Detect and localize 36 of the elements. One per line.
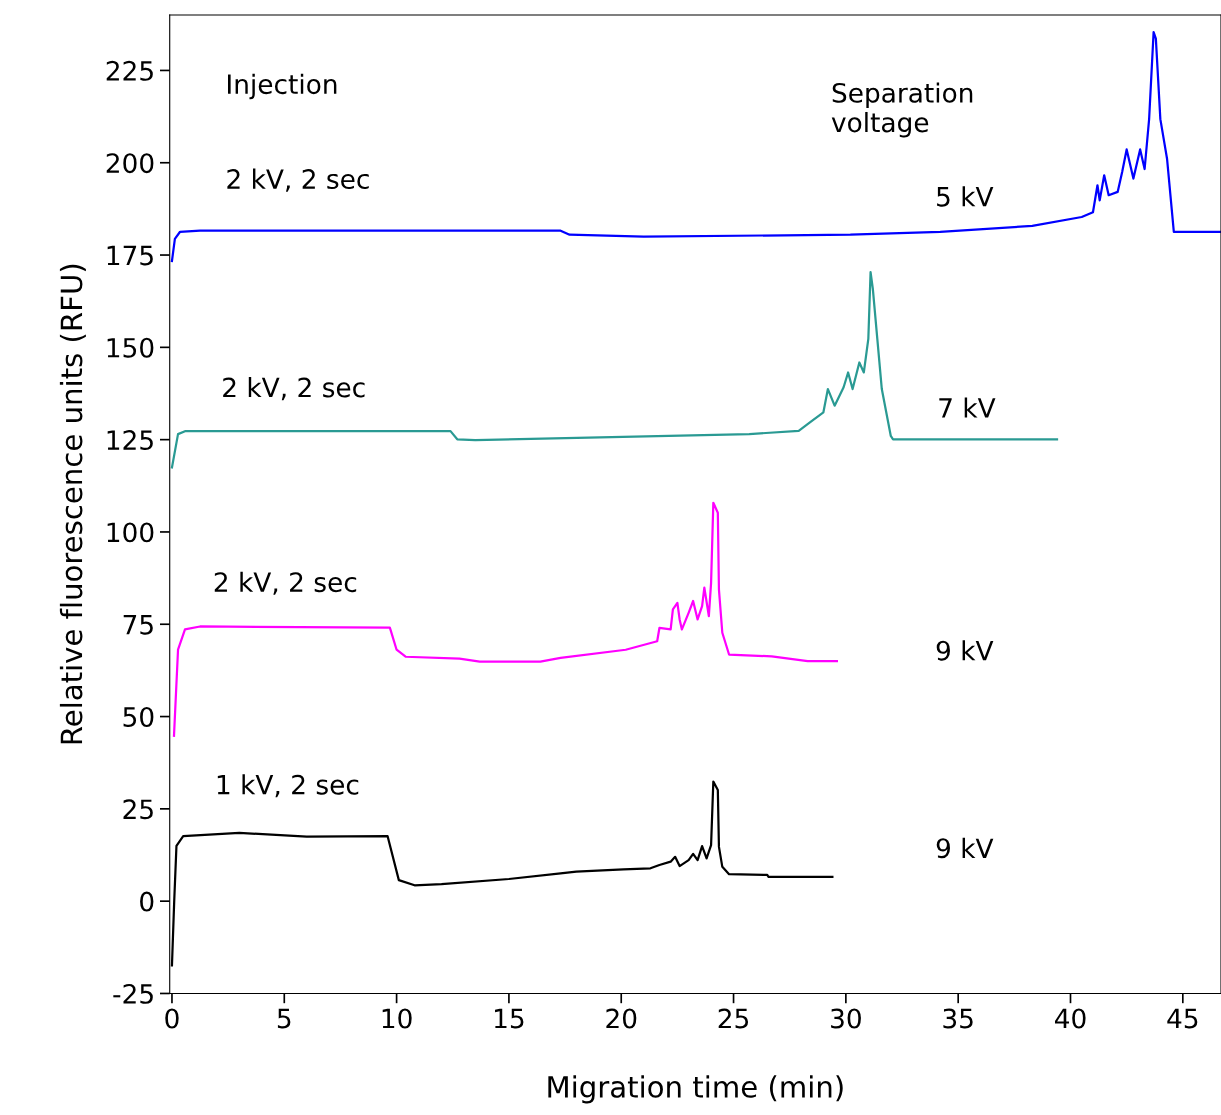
y-tick-label: 225 bbox=[106, 60, 153, 81]
y-axis-title: Relative fluorescence units (RFU) bbox=[59, 264, 86, 744]
y-tick-label: 100 bbox=[107, 522, 154, 543]
line-series bbox=[170, 270, 1059, 469]
annotation: 2 kV, 2 sec bbox=[227, 168, 369, 192]
y-tick-label: 25 bbox=[123, 799, 153, 820]
x-tick-label: 15 bbox=[495, 1008, 524, 1029]
x-tick-label: 20 bbox=[606, 1008, 637, 1029]
annotation: 1 kV, 2 sec bbox=[217, 774, 359, 798]
x-tick-label: 40 bbox=[1055, 1008, 1086, 1029]
annotation: Separation voltage bbox=[831, 82, 973, 138]
annotation: 9 kV bbox=[936, 640, 994, 661]
annotation: 5 kV bbox=[937, 186, 994, 207]
annotation: 7 kV bbox=[939, 397, 996, 418]
annotation: 9 kV bbox=[936, 837, 994, 859]
x-axis-title: Migration time (min) bbox=[548, 1075, 843, 1104]
x-tick-label: 25 bbox=[718, 1008, 749, 1029]
x-tick-label: 0 bbox=[165, 1008, 179, 1029]
annotation: Injection bbox=[228, 73, 337, 100]
x-tick-label: 5 bbox=[277, 1008, 291, 1029]
x-tick-label: 45 bbox=[1167, 1008, 1198, 1029]
annotation: 2 kV, 2 sec bbox=[214, 571, 357, 595]
y-tick-label: 125 bbox=[107, 430, 153, 451]
line-series bbox=[170, 30, 1221, 263]
x-tick-label: 35 bbox=[943, 1008, 973, 1029]
y-tick-label: 200 bbox=[106, 153, 154, 174]
y-tick-label: 175 bbox=[107, 245, 153, 266]
annotation: 2 kV, 2 sec bbox=[223, 377, 365, 401]
y-tick-label: 75 bbox=[123, 615, 153, 635]
y-tick-label: 50 bbox=[123, 707, 154, 727]
y-tick-label: 0 bbox=[140, 891, 154, 912]
line-series bbox=[172, 501, 838, 737]
y-tick-label: -25 bbox=[113, 983, 153, 1004]
y-tick-label: 150 bbox=[107, 337, 154, 358]
x-tick-label: 30 bbox=[831, 1008, 861, 1029]
x-tick-label: 10 bbox=[382, 1008, 412, 1029]
